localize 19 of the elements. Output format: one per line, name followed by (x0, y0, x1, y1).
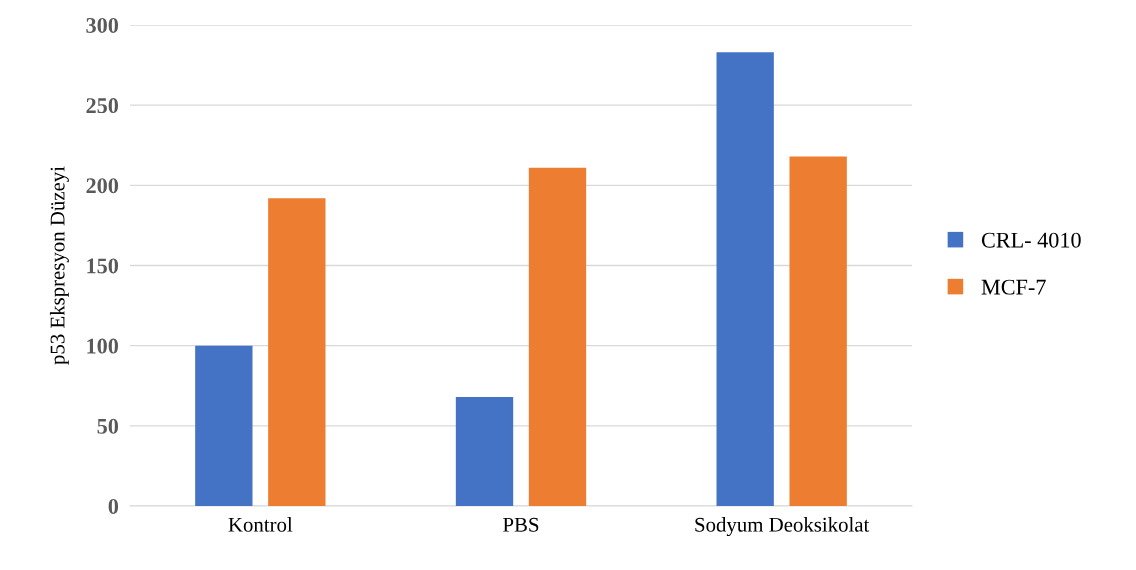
legend-label: CRL- 4010 (981, 232, 1081, 248)
x-tick-label: Sodyum Deoksikolat (695, 517, 870, 537)
y-tick-label: 100 (87, 338, 119, 354)
bar (195, 345, 253, 506)
bar (268, 198, 326, 506)
bar (789, 156, 847, 506)
y-tick-label: 200 (86, 178, 119, 194)
x-tick-label: Kontrol (228, 517, 293, 532)
y-axis-title: p53 Ekspresyon Düzeyi (49, 166, 69, 365)
x-tick-label: PBS (503, 517, 539, 532)
y-tick-label: 250 (86, 98, 119, 114)
bar (455, 396, 514, 506)
y-tick-label: 150 (87, 258, 119, 274)
y-tick-label: 0 (108, 498, 119, 514)
bar (716, 52, 774, 506)
y-tick-label: 50 (97, 418, 119, 434)
legend-label: MCF-7 (981, 279, 1046, 295)
bar (528, 167, 587, 506)
y-tick-label: 300 (86, 17, 119, 33)
